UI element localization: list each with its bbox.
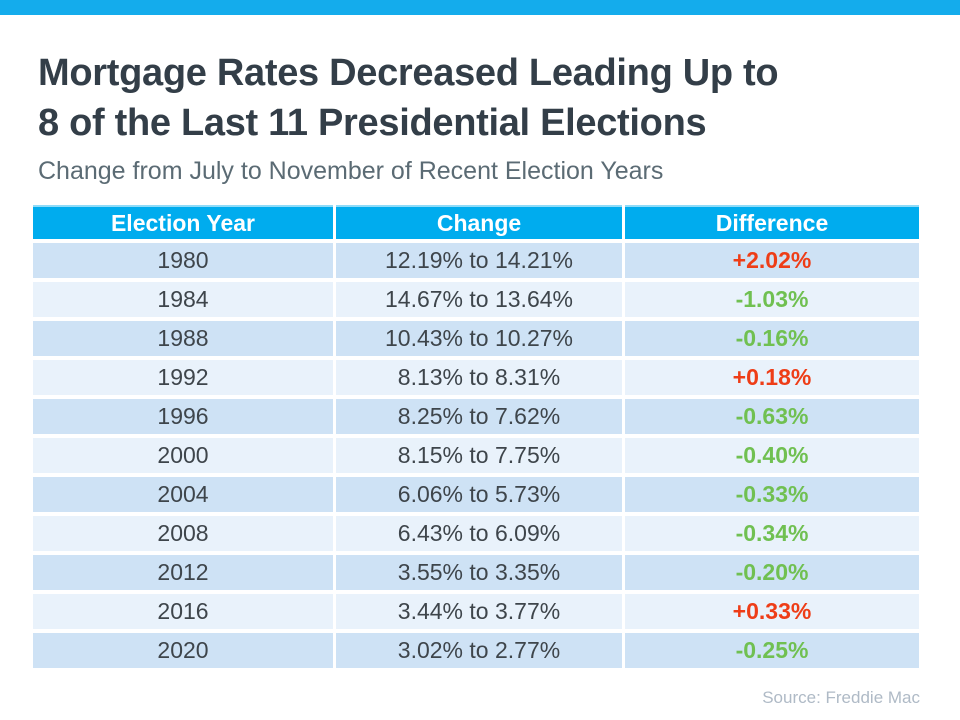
table-row: 2012 3.55% to 3.35% -0.20% (33, 555, 919, 590)
accent-top-bar (0, 0, 960, 15)
cell-difference: -0.40% (625, 438, 919, 473)
table-row: 2008 6.43% to 6.09% -0.34% (33, 516, 919, 551)
cell-difference: -0.33% (625, 477, 919, 512)
cell-difference: +0.33% (625, 594, 919, 629)
table-row: 1996 8.25% to 7.62% -0.63% (33, 399, 919, 434)
slide-content: Mortgage Rates Decreased Leading Up to 8 … (0, 48, 960, 186)
cell-change: 3.02% to 2.77% (336, 633, 622, 668)
page-subtitle: Change from July to November of Recent E… (38, 157, 664, 185)
table-row: 1984 14.67% to 13.64% -1.03% (33, 282, 919, 317)
table-row: 2016 3.44% to 3.77% +0.33% (33, 594, 919, 629)
cell-change: 8.13% to 8.31% (336, 360, 622, 395)
cell-change: 8.25% to 7.62% (336, 399, 622, 434)
table-row: 2004 6.06% to 5.73% -0.33% (33, 477, 919, 512)
cell-change: 8.15% to 7.75% (336, 438, 622, 473)
cell-change: 6.06% to 5.73% (336, 477, 622, 512)
cell-difference: +2.02% (625, 243, 919, 278)
election-rates-table: Election Year Change Difference 1980 12.… (30, 201, 922, 672)
cell-year: 2000 (33, 438, 333, 473)
cell-difference: -0.16% (625, 321, 919, 356)
column-header-difference: Difference (625, 205, 919, 239)
cell-difference: -0.25% (625, 633, 919, 668)
cell-year: 1984 (33, 282, 333, 317)
cell-year: 2016 (33, 594, 333, 629)
table-row: 1980 12.19% to 14.21% +2.02% (33, 243, 919, 278)
cell-difference: -0.34% (625, 516, 919, 551)
table-row: 2020 3.02% to 2.77% -0.25% (33, 633, 919, 668)
cell-difference: -0.20% (625, 555, 919, 590)
cell-year: 2012 (33, 555, 333, 590)
cell-difference: -1.03% (625, 282, 919, 317)
page-title: Mortgage Rates Decreased Leading Up to 8 … (38, 48, 922, 148)
cell-year: 2008 (33, 516, 333, 551)
table-header-row: Election Year Change Difference (33, 205, 919, 239)
table-row: 2000 8.15% to 7.75% -0.40% (33, 438, 919, 473)
cell-year: 2004 (33, 477, 333, 512)
cell-change: 6.43% to 6.09% (336, 516, 622, 551)
page-title-line-1: Mortgage Rates Decreased Leading Up to (38, 52, 779, 94)
cell-change: 3.55% to 3.35% (336, 555, 622, 590)
column-header-election-year: Election Year (33, 205, 333, 239)
column-header-change: Change (336, 205, 622, 239)
table-row: 1992 8.13% to 8.31% +0.18% (33, 360, 919, 395)
cell-difference: -0.63% (625, 399, 919, 434)
cell-year: 1980 (33, 243, 333, 278)
cell-change: 14.67% to 13.64% (336, 282, 622, 317)
cell-year: 1988 (33, 321, 333, 356)
cell-change: 10.43% to 10.27% (336, 321, 622, 356)
cell-difference: +0.18% (625, 360, 919, 395)
cell-change: 3.44% to 3.77% (336, 594, 622, 629)
source-attribution: Source: Freddie Mac (762, 688, 920, 707)
cell-year: 1992 (33, 360, 333, 395)
page-title-line-2: 8 of the Last 11 Presidential Elections (38, 102, 707, 144)
table-row: 1988 10.43% to 10.27% -0.16% (33, 321, 919, 356)
cell-year: 1996 (33, 399, 333, 434)
cell-year: 2020 (33, 633, 333, 668)
cell-change: 12.19% to 14.21% (336, 243, 622, 278)
